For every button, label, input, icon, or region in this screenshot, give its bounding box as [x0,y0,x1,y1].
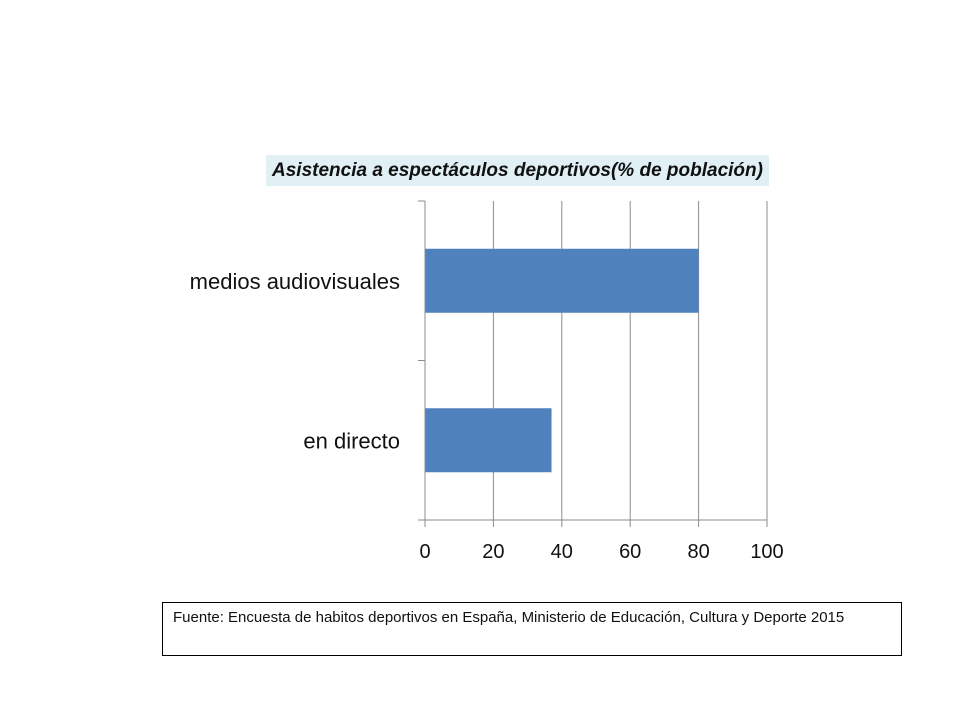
chart-title: Asistencia a espectáculos deportivos(% d… [266,155,769,186]
x-tick-label: 60 [619,541,641,563]
category-label: en directo [303,428,400,453]
labels: 0 20 40 60 80 100 medios audiovisuales en direc… [190,269,784,563]
bar [425,408,552,473]
bars [425,248,699,473]
x-tick-label: 20 [482,541,504,563]
x-tick-label: 0 [419,541,430,563]
x-tick-label: 40 [551,541,573,563]
bar [425,248,699,313]
source-note: Fuente: Encuesta de habitos deportivos e… [162,602,902,656]
axes [418,200,768,527]
x-tick-label: 80 [687,541,709,563]
category-label: medios audiovisuales [190,269,400,294]
source-text: Fuente: Encuesta de habitos deportivos e… [173,609,845,626]
x-tick-label: 100 [750,541,783,563]
